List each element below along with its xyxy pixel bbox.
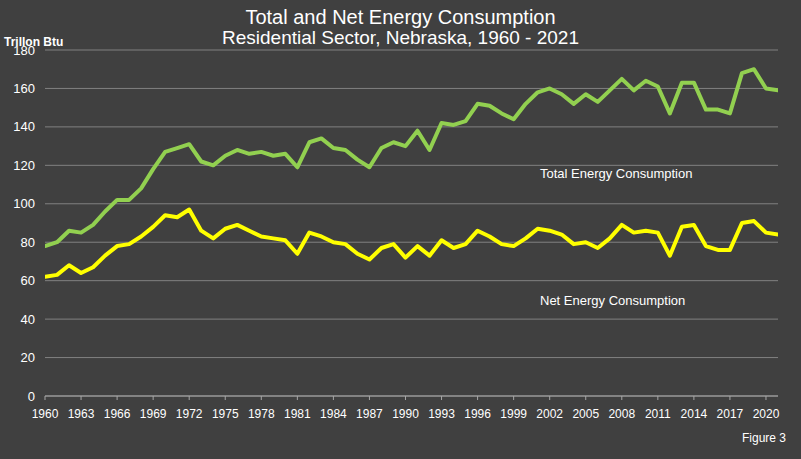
grid-line: [45, 396, 778, 397]
y-tick-label: 160: [13, 81, 35, 96]
x-tick-label: 2008: [608, 407, 635, 421]
x-tick-label: 1975: [212, 407, 239, 421]
y-tick-label: 180: [13, 43, 35, 58]
x-tick-label: 2002: [536, 407, 563, 421]
x-tick: [261, 396, 262, 400]
x-tick-label: 1972: [176, 407, 203, 421]
x-tick: [765, 396, 766, 400]
grid-line: [45, 280, 778, 281]
y-tick-label: 40: [21, 312, 35, 327]
series-label: Total Energy Consumption: [540, 166, 692, 181]
y-tick-label: 100: [13, 196, 35, 211]
x-tick-label: 1978: [248, 407, 275, 421]
grid-line: [45, 126, 778, 127]
x-tick: [153, 396, 154, 400]
y-tick-label: 60: [21, 273, 35, 288]
x-tick-label: 2017: [717, 407, 744, 421]
x-tick: [225, 396, 226, 400]
x-tick: [549, 396, 550, 400]
x-tick: [369, 396, 370, 400]
y-tick-label: 120: [13, 158, 35, 173]
x-tick-label: 1984: [320, 407, 347, 421]
y-tick-label: 140: [13, 119, 35, 134]
x-tick-label: 2011: [645, 407, 671, 421]
x-tick: [405, 396, 406, 400]
x-tick: [297, 396, 298, 400]
annotation: Figure 3: [742, 431, 786, 445]
x-tick: [189, 396, 190, 400]
x-tick: [513, 396, 514, 400]
series-line: [45, 69, 778, 246]
series-label: Net Energy Consumption: [540, 293, 685, 308]
x-tick: [585, 396, 586, 400]
x-tick: [333, 396, 334, 400]
x-tick-label: 1981: [284, 407, 311, 421]
subtitle: Residential Sector, Nebraska, 1960 - 202…: [222, 27, 579, 48]
grid-line: [45, 203, 778, 204]
chart: Total and Net Energy ConsumptionResident…: [0, 0, 801, 459]
background: [0, 0, 801, 459]
x-tick-label: 1999: [500, 407, 527, 421]
grid-line: [45, 357, 778, 358]
x-tick-label: 1990: [392, 407, 419, 421]
x-tick: [693, 396, 694, 400]
x-tick: [441, 396, 442, 400]
x-tick-label: 1969: [140, 407, 167, 421]
y-tick-label: 80: [21, 235, 35, 250]
x-tick-label: 1993: [428, 407, 455, 421]
x-tick-label: 1966: [104, 407, 131, 421]
x-tick-label: 2005: [572, 407, 599, 421]
y-tick-label: 20: [21, 350, 35, 365]
grid-line: [45, 319, 778, 320]
y-tick-label: 0: [28, 389, 35, 404]
x-tick-label: 1960: [32, 407, 59, 421]
x-tick-label: 1987: [356, 407, 383, 421]
x-tick-label: 2020: [753, 407, 780, 421]
x-tick: [117, 396, 118, 400]
grid-line: [45, 88, 778, 89]
x-tick-label: 2014: [681, 407, 708, 421]
x-tick: [45, 396, 46, 400]
x-tick: [81, 396, 82, 400]
x-tick: [729, 396, 730, 400]
grid-line: [45, 50, 778, 51]
x-tick-label: 1996: [464, 407, 491, 421]
x-tick-label: 1963: [68, 407, 95, 421]
title: Total and Net Energy Consumption: [245, 6, 555, 28]
x-tick: [621, 396, 622, 400]
x-tick: [657, 396, 658, 400]
x-axis: [45, 396, 778, 397]
plot-area: [45, 69, 778, 277]
x-tick: [477, 396, 478, 400]
series-line: [45, 210, 778, 277]
grid-line: [45, 242, 778, 243]
